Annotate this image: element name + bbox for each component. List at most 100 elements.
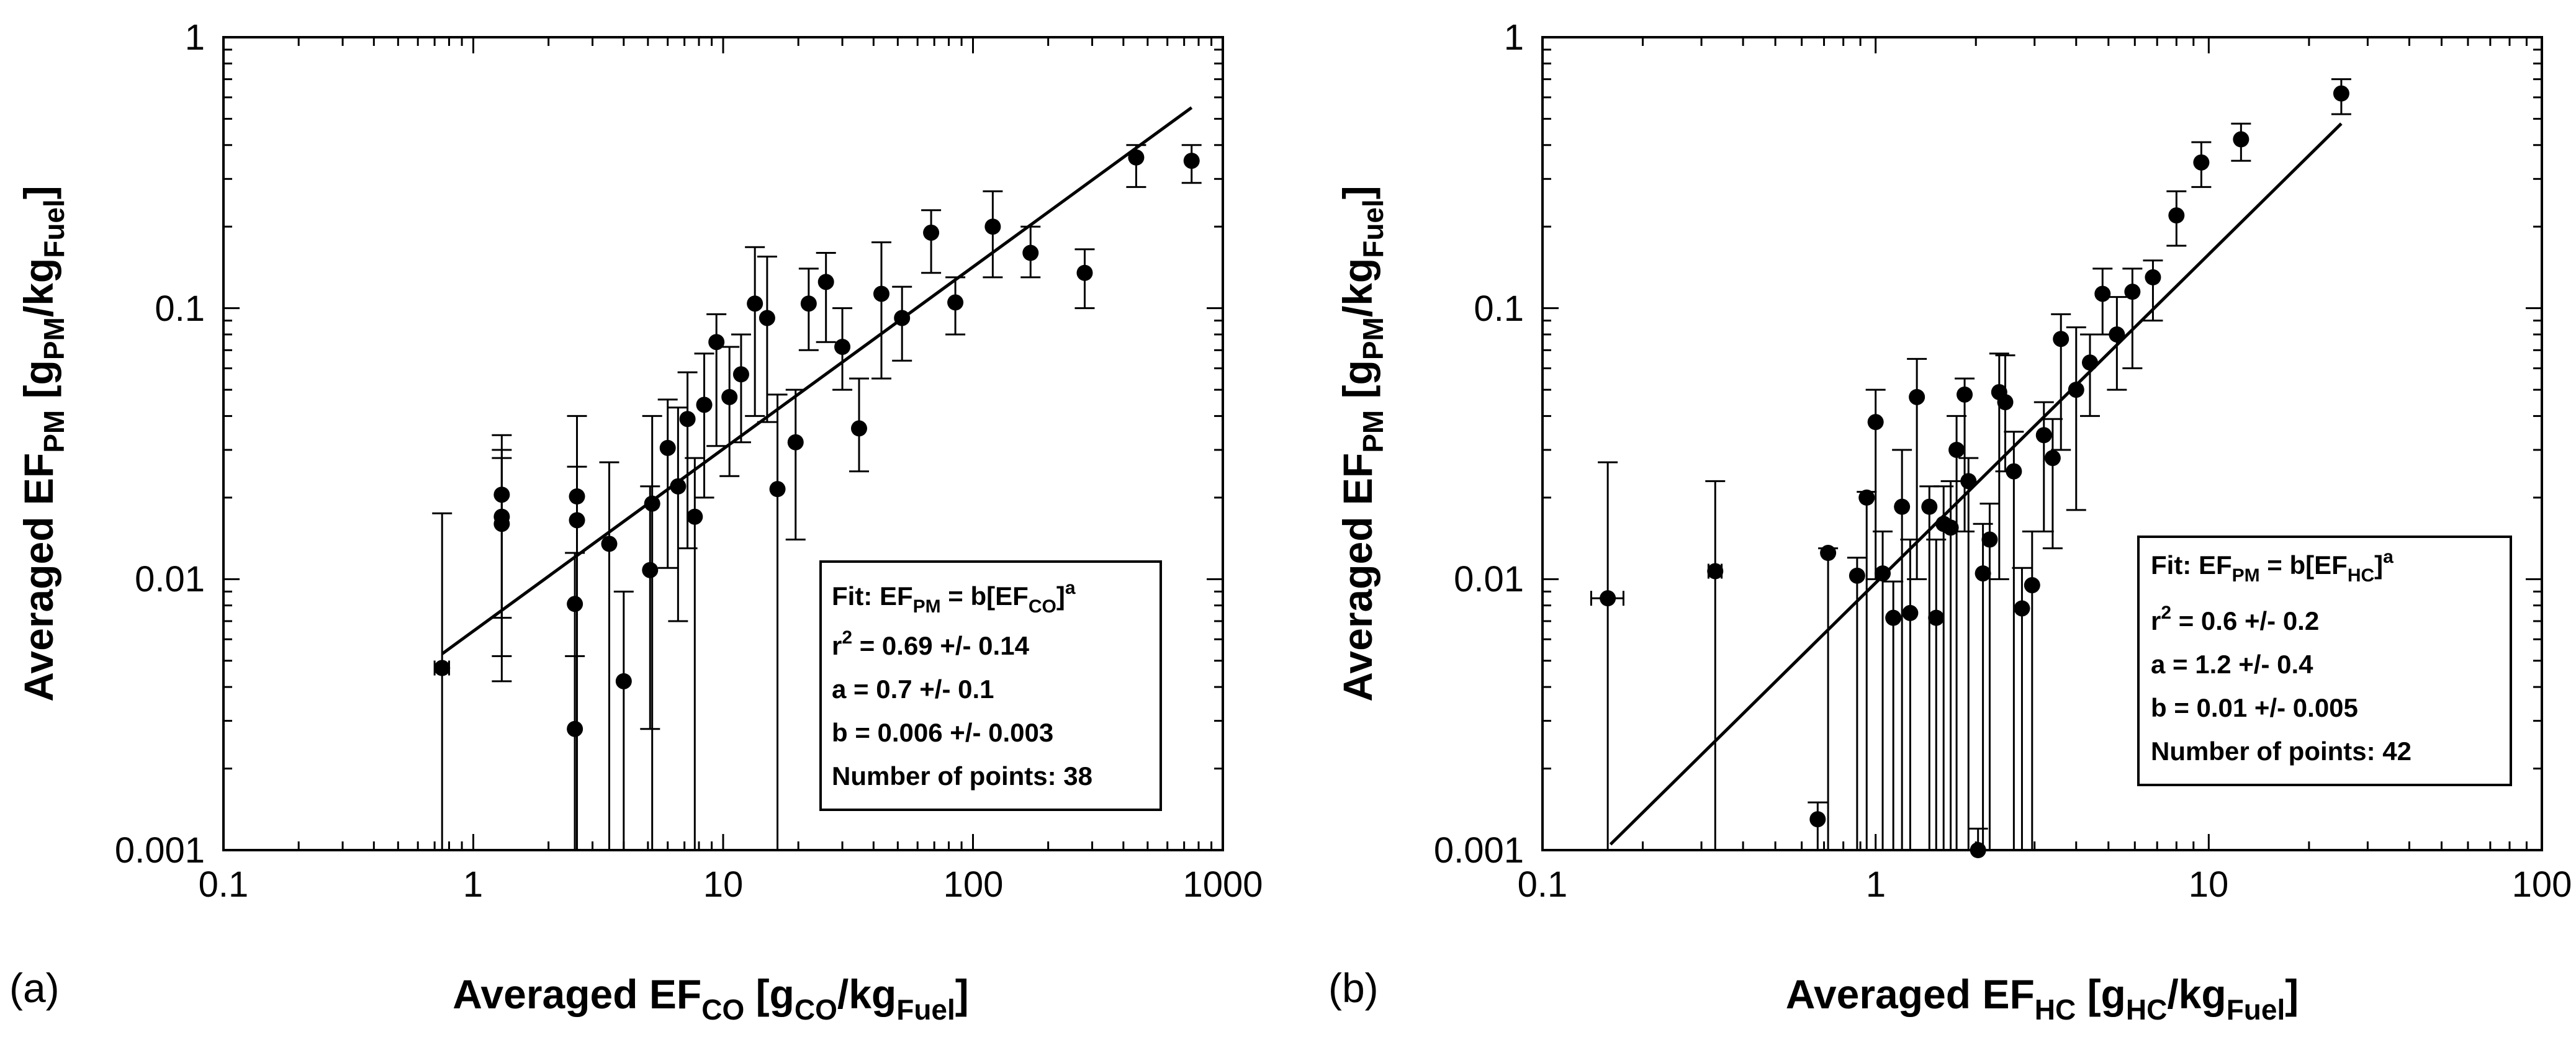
panel-b-data-point-19 bbox=[1958, 457, 1979, 850]
panel-a-data-point-13 bbox=[657, 398, 678, 569]
panel-a-marker bbox=[759, 310, 775, 326]
panel-b-y-tick-0.01: 0.01 bbox=[1454, 559, 1524, 599]
panel-b-annotation-fit: Fit: EFPM = b[EFHC]a bbox=[2151, 547, 2394, 586]
panel-b-marker bbox=[2193, 154, 2210, 171]
panel-a-x-tick-10: 10 bbox=[703, 864, 744, 905]
panel-b-marker bbox=[1960, 473, 1977, 490]
panel-b-label: (b) bbox=[1328, 965, 1379, 1011]
panel-a-ticks bbox=[222, 37, 1223, 851]
panel-b-marker bbox=[1858, 489, 1875, 506]
panel-a-data-point-26 bbox=[816, 252, 836, 343]
panel-b-marker bbox=[2094, 285, 2111, 302]
panel-a-data-point-36 bbox=[1126, 144, 1146, 188]
panel-a-data-point-10 bbox=[613, 590, 634, 850]
panel-a-annotation-r2: r2 = 0.69 +/- 0.14 bbox=[832, 627, 1030, 660]
panel-b-data-point-29 bbox=[2042, 418, 2063, 550]
panel-a-data-point-16 bbox=[685, 457, 705, 850]
panel-a-data-point-24 bbox=[785, 388, 806, 541]
panel-b-marker bbox=[1948, 441, 1965, 458]
panel-b-x-axis-title: Averaged EFHC [gHC/kgFuel] bbox=[1786, 971, 2299, 1026]
panel-a-data-point-6 bbox=[565, 552, 585, 850]
panel-b-x-tick-100: 100 bbox=[2512, 864, 2572, 905]
panel-b-data-point-8 bbox=[1873, 530, 1893, 850]
panel-a-marker bbox=[601, 536, 618, 552]
panel-a-data-point-37 bbox=[1181, 144, 1202, 184]
panel-b-marker bbox=[1707, 563, 1724, 580]
panel-b-fit-annotation: Fit: EFPM = b[EFHC]a r2 = 0.6 +/- 0.2 a … bbox=[2137, 536, 2512, 786]
panel-a-data-point-19 bbox=[719, 346, 740, 477]
panel-a-data-point-8 bbox=[567, 415, 587, 850]
panel-b-marker bbox=[2035, 427, 2052, 444]
panel-b-data-point-37 bbox=[2166, 190, 2187, 247]
panel-a-data-point-27 bbox=[832, 307, 853, 391]
panel-b-x-tick-labels: 0.1 1 10 100 bbox=[1518, 864, 2572, 905]
panel-b-data-point-14 bbox=[1926, 539, 1947, 850]
panel-a-data-point-11 bbox=[640, 485, 660, 730]
panel-b-marker bbox=[1928, 609, 1945, 626]
panel-b-marker bbox=[1997, 394, 2014, 411]
panel-b-marker bbox=[1921, 498, 1938, 515]
panel-a-data-point-35 bbox=[1074, 248, 1095, 310]
panel-a-y-tick-0.001: 0.001 bbox=[115, 830, 205, 871]
panel-a-data-point-22 bbox=[757, 256, 777, 423]
panel-b-marker bbox=[1981, 531, 1998, 548]
panel-b-marker bbox=[1894, 498, 1911, 515]
panel-a-x-tick-0.1: 0.1 bbox=[199, 864, 249, 905]
panel-b-plot-frame bbox=[1541, 36, 2543, 851]
panel-b-annotation-a: a = 1.2 +/- 0.4 bbox=[2151, 650, 2313, 679]
panel-a-data-point-14 bbox=[668, 406, 688, 622]
panel-b-y-axis-title: Averaged EFPM [gPM/kgFuel] bbox=[1335, 186, 1389, 702]
panel-b-data-point-39 bbox=[2231, 122, 2251, 162]
panel-a-data-point-12 bbox=[642, 415, 662, 850]
panel-a-data-point-18 bbox=[706, 313, 727, 447]
panel-a-marker bbox=[817, 274, 834, 290]
panel-b-annotation-n: Number of points: 42 bbox=[2151, 737, 2412, 766]
panel-b-data-point-9 bbox=[1883, 580, 1904, 850]
panel-b-data-point-12 bbox=[1907, 357, 1927, 580]
panel-b-data-point-2 bbox=[1705, 480, 1726, 850]
panel-a-x-tick-1000: 1000 bbox=[1182, 864, 1263, 905]
panel-a-data-point-1 bbox=[432, 512, 453, 850]
panel-a-marker bbox=[721, 388, 738, 405]
panel-a-marker bbox=[923, 224, 940, 241]
panel-a-annotation-n: Number of points: 38 bbox=[832, 761, 1092, 791]
panel-b-data-point-25 bbox=[2004, 431, 2024, 850]
panel-b-data-point-24 bbox=[1995, 354, 2015, 473]
panel-b-marker bbox=[2014, 600, 2030, 617]
panel-a-marker bbox=[642, 562, 659, 578]
panel-b-data-point-4 bbox=[1818, 545, 1839, 850]
panel-a-data-point-30 bbox=[892, 285, 912, 362]
panel-b-marker bbox=[2168, 207, 2185, 224]
panel-b-x-tick-10: 10 bbox=[2189, 864, 2229, 905]
panel-a-marker bbox=[1183, 153, 1200, 169]
panel-a-data-point-29 bbox=[871, 241, 891, 380]
panel-b-data-point-40 bbox=[2331, 78, 2351, 115]
panel-a-y-tick-0.01: 0.01 bbox=[135, 559, 205, 599]
panel-b-marker bbox=[2053, 331, 2069, 347]
panel-a-points bbox=[432, 144, 1202, 850]
panel-a-marker bbox=[567, 596, 583, 612]
panel-b-marker bbox=[1975, 565, 1991, 582]
panel-b-marker bbox=[1875, 565, 1891, 582]
panel-a-y-tick-labels: 0.001 0.01 0.1 1 bbox=[115, 17, 205, 871]
panel-a-marker bbox=[696, 397, 713, 413]
panel-b-marker bbox=[2081, 354, 2098, 371]
panel-a-marker bbox=[434, 660, 451, 676]
panel-b-data-point-36 bbox=[2143, 259, 2163, 322]
panel-b-data-point-38 bbox=[2191, 141, 2212, 188]
panel-a-fit-line bbox=[441, 106, 1193, 655]
panel-b-data-point-1 bbox=[1590, 461, 1624, 850]
panel-a-fit-annotation: Fit: EFPM = b[EFCO]a r2 = 0.69 +/- 0.14 … bbox=[819, 560, 1162, 811]
panel-b-marker bbox=[2233, 131, 2249, 148]
panel-a-data-point-33 bbox=[983, 190, 1003, 279]
panel-a-marker bbox=[947, 294, 964, 311]
panel-b-data-point-5 bbox=[1847, 557, 1867, 850]
panel-b-data-point-22 bbox=[1979, 503, 2000, 850]
panel-b-marker bbox=[2145, 269, 2161, 285]
panel-b-y-tick-0.001: 0.001 bbox=[1434, 830, 1524, 871]
panel-b-marker bbox=[2044, 450, 2061, 467]
panel-b-data-point-27 bbox=[2022, 530, 2042, 850]
panel-b-marker bbox=[1809, 811, 1826, 828]
panel-b-data-point-6 bbox=[1857, 489, 1877, 850]
